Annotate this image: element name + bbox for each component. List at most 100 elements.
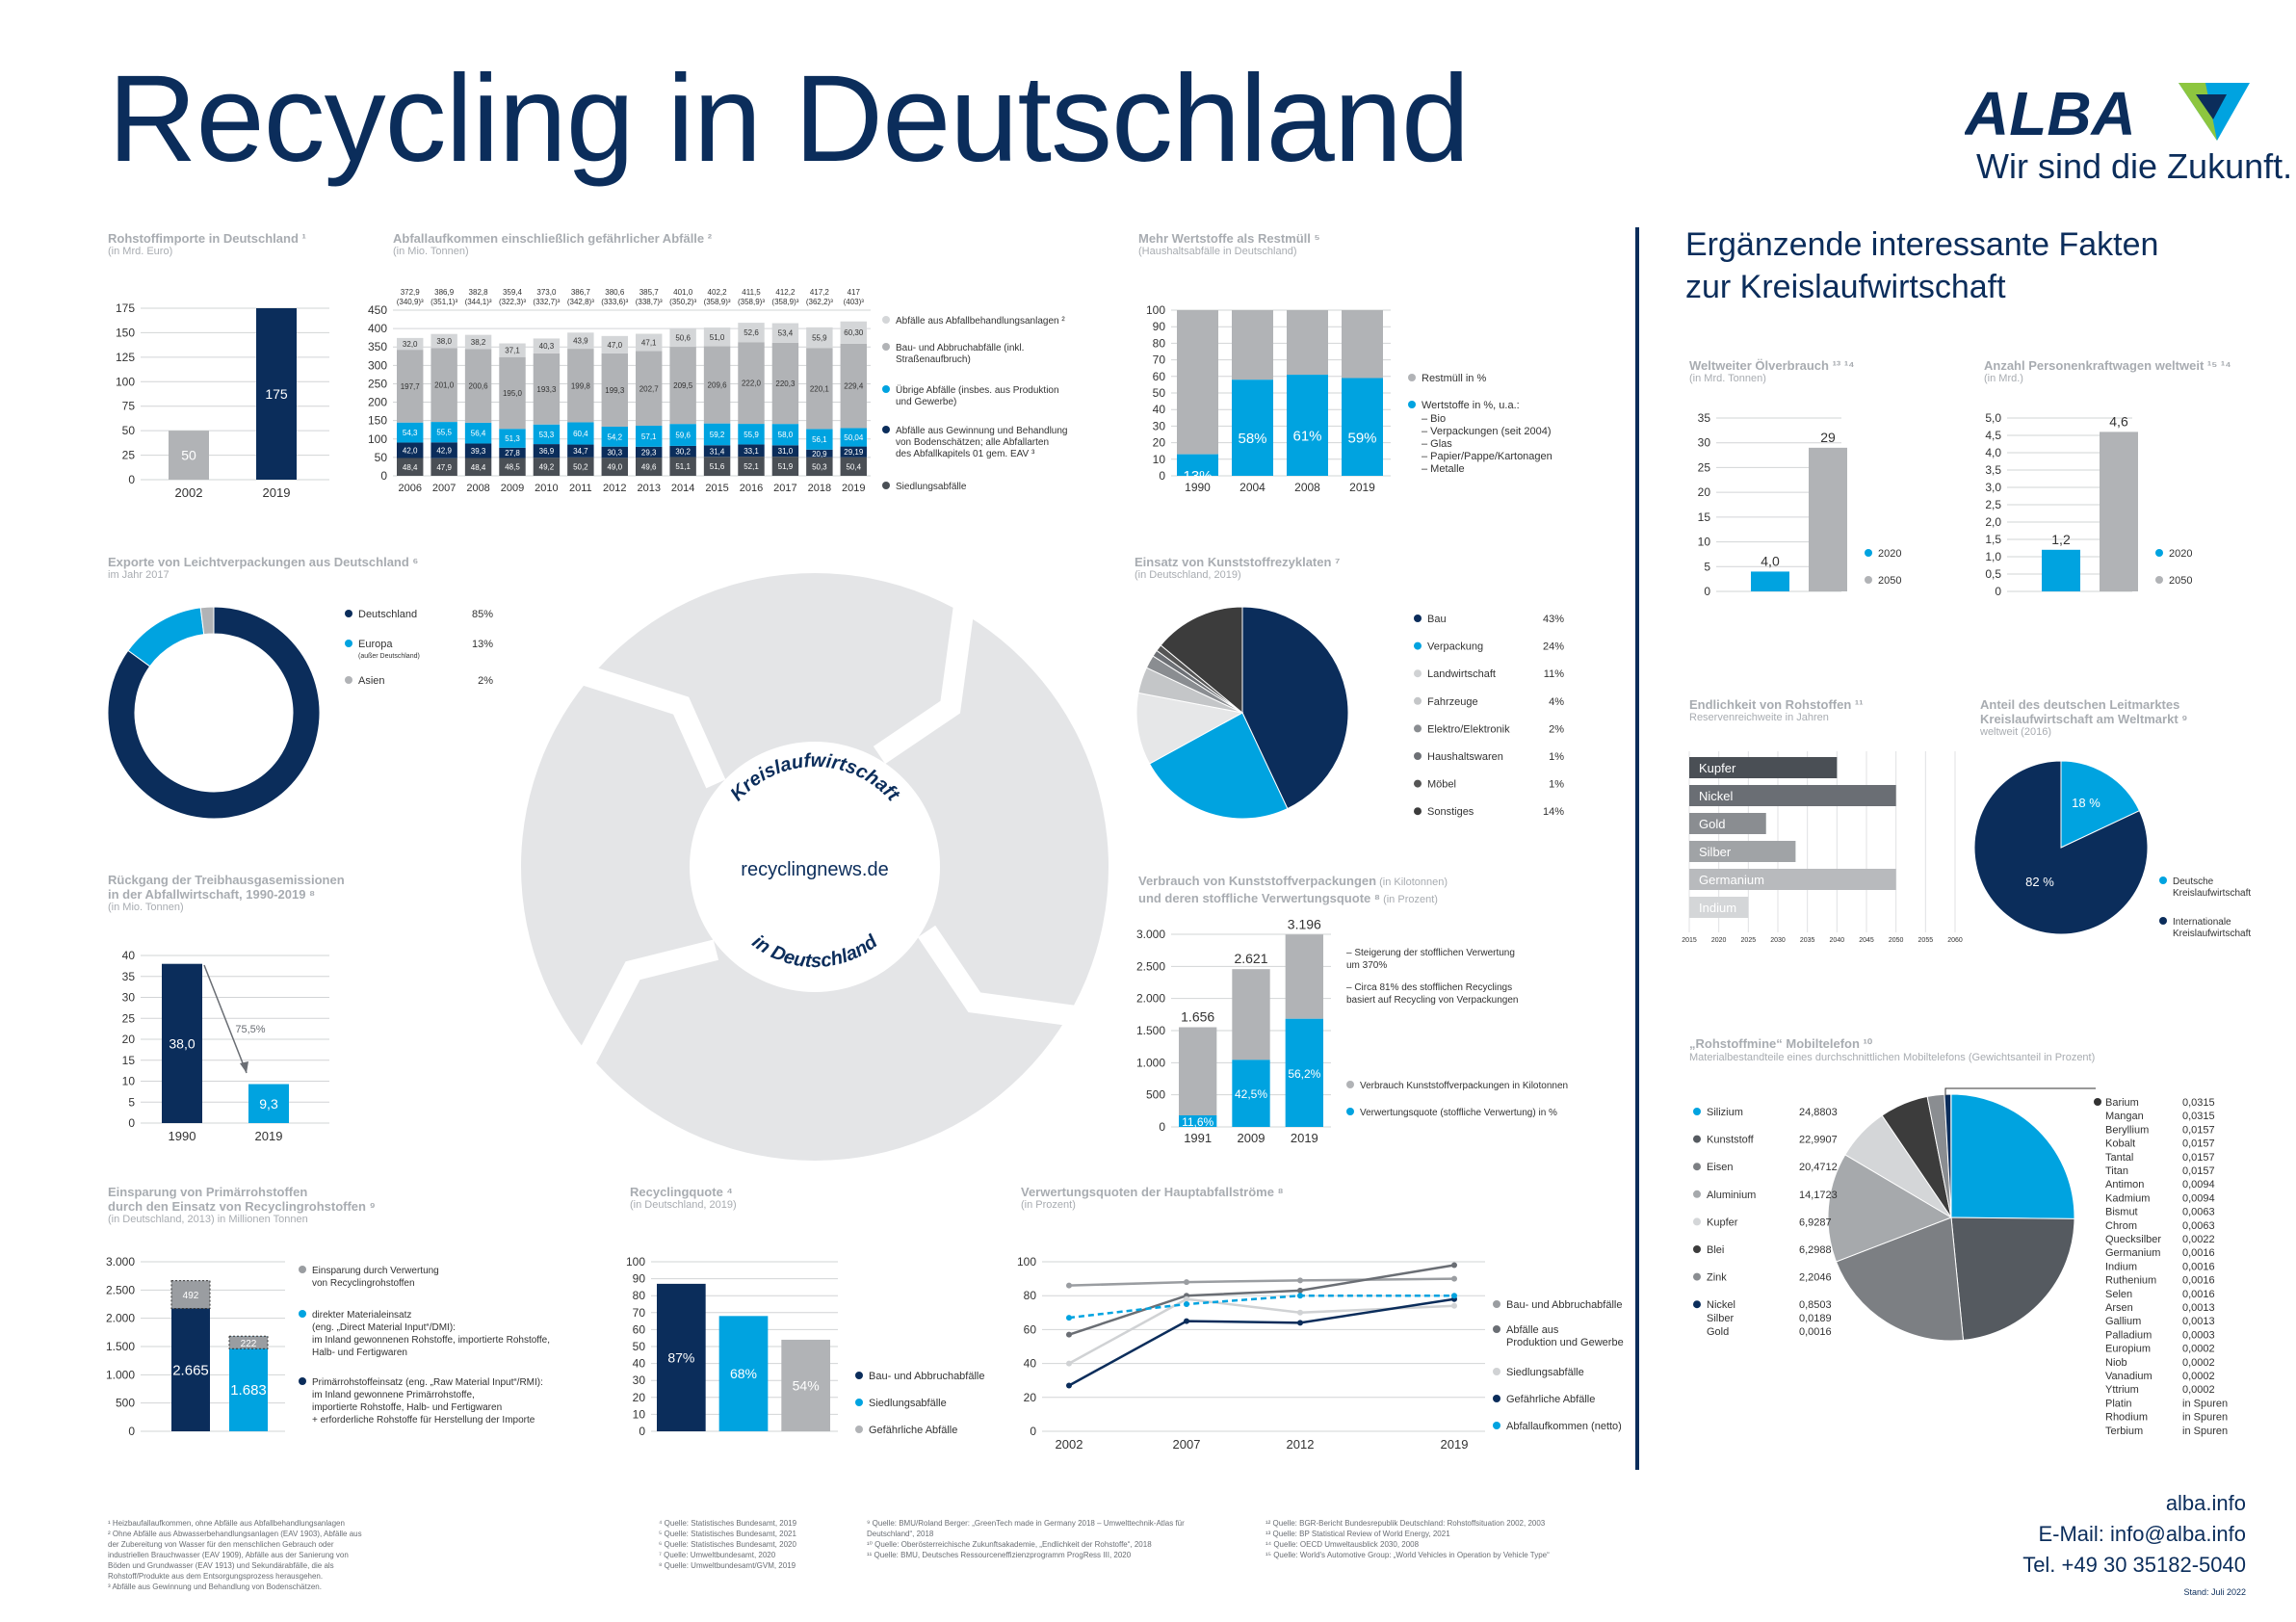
legend-value: 0,0157 [2182,1138,2215,1150]
pie-slice [1973,760,2149,935]
legend-dot [1346,1081,1354,1088]
chart-subtitle: (in Prozent) [1380,894,1438,905]
chart-subtitle: (in Mrd. Tonnen) [1689,373,1766,384]
legend-value: 22,9907 [1799,1135,1838,1146]
legend-dot [1493,1422,1500,1429]
legend-value: 4% [1549,696,1564,708]
stack-segment [533,444,561,458]
x-tick-label: 2019 [255,1129,283,1143]
legend-dot [1693,1272,1701,1281]
legend-label: Ruthenium [2105,1275,2156,1287]
bar-value-label: 9,3 [259,1096,278,1112]
stack-segment [636,458,663,476]
legend-value: 1% [1549,751,1564,763]
stack-segment [1342,378,1383,476]
y-tick-label: 25 [122,1011,136,1025]
contact-mail[interactable]: E-Mail: info@alba.info [2038,1522,2246,1546]
segment-value-label: 55,9 [744,431,759,439]
stack-segment [1342,310,1383,379]
stack-segment [840,428,867,447]
chart-title: Anzahl Personenkraftwagen weltweit ¹⁵ ¹⁴ [1984,358,2231,373]
legend-value: 14,1723 [1799,1190,1838,1201]
x-tick-label: 2010 [535,483,558,494]
x-tick-label: 2008 [1294,481,1320,494]
bar-value-label: 4,0 [1761,553,1780,568]
stack-segment [738,444,765,458]
x-tick-label: 2045 [1859,937,1874,944]
y-tick-label: 100 [1017,1255,1036,1269]
legend-dot [1693,1300,1701,1309]
y-tick-label: 2.500 [106,1283,135,1296]
bar-value-label: 3.196 [1288,916,1321,931]
legend-label: Europa [358,639,393,650]
chart-subtitle: (in Mrd. Euro) [108,246,173,257]
legend-label: Aluminium [1707,1190,1756,1201]
bar [248,1084,289,1123]
segment-value-label: 27,8 [505,449,520,458]
bar-value-label: 175 [265,386,288,402]
footnote: ² Ohne Abfälle aus Abwasserbehandlungsan… [108,1530,362,1581]
legend-label: Bau- und Abbruchabfälle [1506,1299,1622,1311]
heading-c6: Rückgang der Treibhausgasemissionen in d… [108,873,345,913]
total-excl-label: (403)³ [844,298,865,306]
legend-value: in Spuren [2182,1398,2228,1409]
legend-label: Abfälle aus Gewinnung und Behandlung [896,426,1067,436]
legend-value: 20,4712 [1799,1162,1838,1173]
side-title-line: zur Kreislaufwirtschaft [1685,269,2006,305]
bar [1689,841,1796,862]
series-line [1068,1297,1455,1365]
heading-c15: „Rohstoffmine“ Mobiltelefon ¹⁰ Materialb… [1689,1036,2095,1063]
series-line [1068,1264,1455,1336]
y-tick-label: 200 [368,396,387,409]
legend-dot [1414,669,1422,678]
segment-value-label: 52,6 [744,328,759,337]
x-tick-label: 2055 [1918,937,1934,944]
y-tick-label: 50 [122,424,136,437]
side-title: Ergänzende interessante Fakten zur Kreis… [1685,223,2225,308]
y-tick-label: 100 [626,1255,645,1269]
legend-label: Bau- und Abbruchabfälle [869,1371,984,1382]
segment-value-label: 37,1 [505,347,520,355]
total-label: 386,9 [434,288,455,297]
legend-value: 0,0013 [2182,1316,2215,1327]
contact-web[interactable]: alba.info [2165,1491,2246,1515]
legend-label: Blei [1707,1244,1724,1256]
legend-value: 0,8503 [1799,1299,1832,1311]
heading-c2: Abfallaufkommen einschließlich gefährlic… [393,231,712,257]
bar [229,1336,268,1431]
legend-dot [882,343,890,351]
legend-value: 0,0003 [2182,1329,2215,1341]
segment-value-label: 54,3 [403,429,418,437]
bar [162,963,202,1123]
legend-dot [855,1426,863,1433]
pie-slice [1950,1216,2075,1341]
y-tick-label: 15 [1698,510,1711,524]
y-tick-label: 15 [122,1054,136,1067]
legend-label: Gold [1707,1326,1729,1338]
y-tick-label: 20 [1024,1391,1037,1404]
legend-value: 0,0002 [2182,1357,2215,1369]
legend-label: Abfallaufkommen (netto) [1506,1421,1622,1432]
legend-label: Titan [2105,1165,2128,1177]
segment-value-label: 52,1 [744,462,759,471]
data-point [1184,1318,1189,1324]
stack-segment [1232,379,1273,476]
alba-logo: ALBA [1965,79,2250,148]
segment-value-label: 53,3 [539,431,555,439]
total-label: 411,5 [742,288,761,297]
legend-label: Deutsche [2173,876,2214,887]
footnotes-col4: ¹² Quelle: BGR-Bericht Bundesrepublik De… [1265,1518,1593,1560]
legend-label: von Recyclingrohstoffen [312,1278,415,1289]
legend-label: Internationale [2173,917,2231,928]
bar-value-label: 68% [730,1366,757,1381]
stack-segment [840,457,867,476]
bar-value-label: 58% [1238,431,1266,447]
y-tick-label: 0 [128,1116,135,1130]
stack-segment [533,338,561,353]
x-tick-label: 2004 [1239,481,1265,494]
legend-label: – Papier/Pappe/Kartonagen [1422,451,1552,462]
total-excl-label: (362,2)³ [806,298,833,306]
y-tick-label: 40 [122,949,136,962]
legend-value: 1% [1549,779,1564,791]
legend-label: Elektro/Elektronik [1427,723,1510,735]
